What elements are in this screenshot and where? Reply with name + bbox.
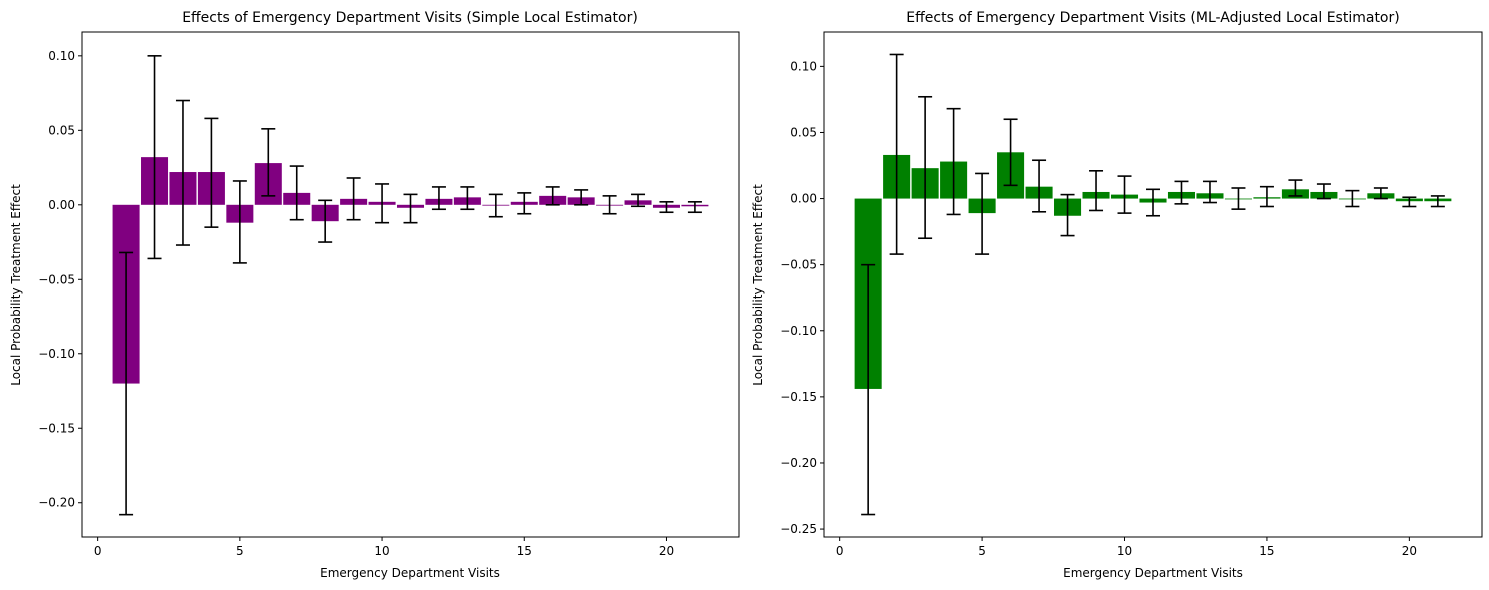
y-tick-label: −0.05 xyxy=(780,258,817,272)
error-bar xyxy=(517,192,532,215)
error-bar xyxy=(346,177,361,221)
error-bar xyxy=(918,95,933,240)
y-tick-label: 0.00 xyxy=(790,192,817,206)
y-tick-label: −0.05 xyxy=(38,272,75,286)
x-tick-label: 20 xyxy=(1402,544,1417,558)
error-bar xyxy=(1373,187,1388,200)
error-bar xyxy=(1060,193,1075,237)
x-tick-label: 10 xyxy=(374,544,389,558)
y-tick-label: −0.20 xyxy=(38,496,75,510)
y-axis-label: Local Probability Treatment Effect xyxy=(9,184,23,386)
error-bar xyxy=(318,199,333,243)
y-tick-label: 0.10 xyxy=(48,49,75,63)
error-bar xyxy=(574,189,589,206)
bars-layer xyxy=(112,157,709,384)
y-tick-label: −0.10 xyxy=(38,347,75,361)
error-bar xyxy=(1003,118,1018,187)
chart-title: Effects of Emergency Department Visits (… xyxy=(906,10,1399,26)
chart-ml-adjusted-local-estimator: Effects of Emergency Department Visits (… xyxy=(751,10,1483,580)
error-bar xyxy=(1316,183,1331,200)
error-bar xyxy=(545,186,560,206)
error-bar xyxy=(460,186,475,211)
y-tick-label: −0.10 xyxy=(780,324,817,338)
x-tick-label: 10 xyxy=(1117,544,1132,558)
error-bar xyxy=(175,99,190,246)
error-bar xyxy=(1288,179,1303,197)
error-bar xyxy=(1402,196,1417,208)
axes-frame xyxy=(81,31,740,538)
x-axis-ticks: 0 5 10 15 20 xyxy=(94,537,674,558)
error-bar xyxy=(631,193,646,208)
bars-layer xyxy=(854,152,1452,389)
error-bar xyxy=(1231,187,1246,210)
y-tick-label: −0.15 xyxy=(780,390,817,404)
error-bar xyxy=(1032,159,1047,213)
error-bar xyxy=(687,201,702,214)
chart-title: Effects of Emergency Department Visits (… xyxy=(182,10,638,26)
error-bar xyxy=(602,195,617,215)
error-bar xyxy=(975,172,990,255)
x-axis-ticks: 0 5 10 15 20 xyxy=(836,537,1417,558)
error-bar xyxy=(1174,180,1189,205)
error-bar xyxy=(232,180,247,264)
y-tick-label: −0.15 xyxy=(38,421,75,435)
x-tick-label: 0 xyxy=(836,544,844,558)
error-bar xyxy=(1259,185,1274,208)
x-tick-label: 20 xyxy=(659,544,674,558)
y-tick-label: 0.10 xyxy=(790,59,817,73)
error-bar xyxy=(946,107,961,216)
error-bar xyxy=(1202,180,1217,204)
error-bar xyxy=(861,263,876,516)
y-axis-ticks: −0.25 −0.20 −0.15 −0.10 −0.05 0.00 0.05 0.10 xyxy=(780,59,824,536)
x-tick-label: 5 xyxy=(978,544,986,558)
error-bar xyxy=(1430,195,1445,208)
error-bar xyxy=(1089,170,1104,212)
y-tick-label: 0.00 xyxy=(48,198,75,212)
x-tick-label: 0 xyxy=(94,544,102,558)
error-bar xyxy=(659,201,674,214)
error-bar xyxy=(431,186,446,211)
error-bar xyxy=(261,128,276,197)
error-bar xyxy=(119,251,134,516)
chart-simple-local-estimator: Effects of Emergency Department Visits (… xyxy=(9,10,740,580)
error-bar xyxy=(1345,189,1360,208)
x-axis-label: Emergency Department Visits xyxy=(1063,566,1243,580)
x-tick-label: 15 xyxy=(517,544,532,558)
y-tick-label: 0.05 xyxy=(48,123,75,137)
y-tick-label: −0.20 xyxy=(780,456,817,470)
y-tick-label: 0.05 xyxy=(790,125,817,139)
y-tick-label: −0.25 xyxy=(780,522,817,536)
x-tick-label: 15 xyxy=(1259,544,1274,558)
y-axis-label: Local Probability Treatment Effect xyxy=(751,184,765,386)
error-bar xyxy=(204,117,219,228)
error-bars-layer xyxy=(119,55,702,516)
axes-frame xyxy=(823,31,1483,538)
error-bar xyxy=(289,165,304,221)
error-bar xyxy=(1117,175,1132,214)
x-tick-label: 5 xyxy=(236,544,244,558)
error-bar xyxy=(375,183,390,224)
error-bars-layer xyxy=(861,53,1445,516)
y-axis-ticks: −0.20 −0.15 −0.10 −0.05 0.00 0.05 0.10 xyxy=(38,49,82,510)
x-axis-label: Emergency Department Visits xyxy=(320,566,500,580)
error-bar xyxy=(889,53,904,255)
error-bar xyxy=(1146,188,1160,217)
error-bar xyxy=(488,193,503,218)
error-bar xyxy=(147,55,162,260)
error-bar xyxy=(403,193,418,224)
